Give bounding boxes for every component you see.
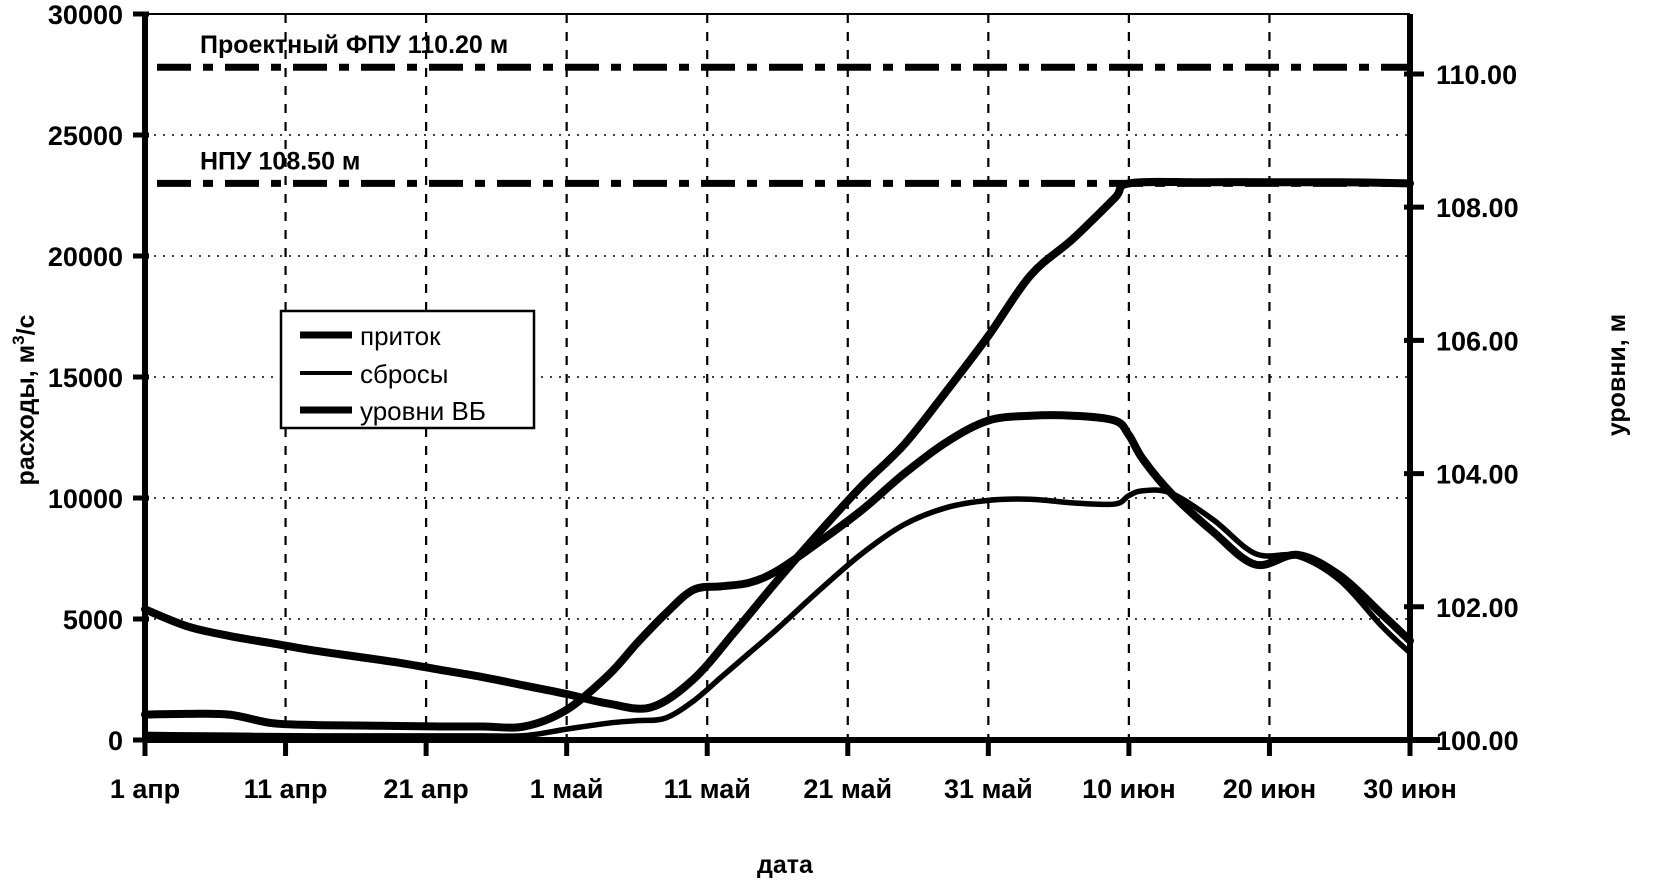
- reference-line-labels: Проектный ФПУ 110.20 м НПУ 108.50 м: [200, 31, 508, 175]
- series-line-приток: [141, 411, 1414, 732]
- reference-label-1: НПУ 108.50 м: [200, 147, 360, 175]
- x-tick-label: 1 май: [530, 774, 604, 804]
- x-tick-label: 21 апр: [383, 774, 468, 804]
- legend: приток сбросы уровни ВБ: [279, 309, 536, 430]
- left-tick-label: 20000: [48, 242, 123, 272]
- x-tick-label: 30 июн: [1363, 774, 1457, 804]
- left-tick-label: 15000: [48, 363, 123, 393]
- right-tick-label: 102.00: [1436, 593, 1519, 623]
- left-axis-title-main: расходы, м: [12, 345, 40, 486]
- left-tick-label: 5000: [63, 605, 123, 635]
- right-tick-label: 104.00: [1436, 460, 1519, 490]
- left-tick-label: 0: [108, 726, 123, 756]
- legend-label-pritok: приток: [360, 321, 441, 351]
- x-tick-label: 1 апр: [110, 774, 180, 804]
- left-tick-label: 30000: [48, 0, 123, 30]
- left-axis-title-tail: /с: [12, 314, 40, 335]
- left-tick-label: 10000: [48, 484, 123, 514]
- x-axis-tick-labels: 1 апр 11 апр 21 апр 1 май 11 май 21 май 31 май…: [110, 774, 1457, 804]
- series-line-сбросы: [142, 487, 1413, 739]
- bottom-axis-ticks: [142, 737, 1413, 756]
- right-axis-title: уровни, м: [1603, 314, 1631, 436]
- series-line-уровни-ВБ: [141, 177, 1414, 713]
- right-tick-label: 108.00: [1436, 193, 1519, 223]
- right-tick-label: 106.00: [1436, 326, 1519, 356]
- reference-label-0: Проектный ФПУ 110.20 м: [200, 31, 508, 59]
- x-tick-label: 21 май: [803, 774, 892, 804]
- x-tick-label: 11 апр: [244, 774, 328, 804]
- legend-label-sbrosy: сбросы: [360, 359, 449, 389]
- x-tick-label: 31 май: [944, 774, 1033, 804]
- data-series: [141, 177, 1414, 739]
- legend-label-urovni: уровни ВБ: [360, 396, 486, 426]
- right-axis-tick-labels: 100.00 102.00 104.00 106.00 108.00 110.00: [1436, 60, 1519, 756]
- x-axis-title: дата: [757, 851, 814, 879]
- right-tick-label: 110.00: [1436, 60, 1517, 90]
- x-tick-label: 20 июн: [1223, 774, 1317, 804]
- x-tick-label: 11 май: [664, 774, 751, 804]
- right-tick-label: 100.00: [1436, 726, 1519, 756]
- left-tick-label: 25000: [48, 121, 123, 151]
- left-axis-title-superscript: 3: [9, 335, 28, 344]
- right-axis-ticks: [1404, 71, 1424, 743]
- x-tick-label: 10 июн: [1082, 774, 1176, 804]
- left-axis-tick-labels: 0 5000 10000 15000 20000 25000 30000: [48, 0, 123, 756]
- left-axis-title: расходы, м3/с: [9, 314, 40, 485]
